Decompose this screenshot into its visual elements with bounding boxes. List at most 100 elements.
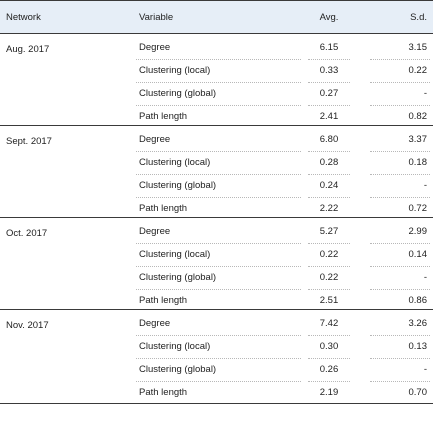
variable-cell: Clustering (global) xyxy=(139,88,217,99)
variable-cell: Path length xyxy=(139,387,188,398)
row-divider xyxy=(308,151,350,152)
variable-cell: Degree xyxy=(139,318,171,329)
variable-cell: Degree xyxy=(139,226,171,237)
variable-cell: Clustering (local) xyxy=(139,65,211,76)
header-avg: Avg. xyxy=(319,12,339,23)
sd-cell: - xyxy=(423,364,427,375)
table-group: Nov. 2017 Degree 7.42 3.26 Clustering (local… xyxy=(0,310,433,404)
table-group: Oct. 2017 Degree 5.27 2.99 Clustering (local… xyxy=(0,218,433,310)
variable-cell: Clustering (global) xyxy=(139,272,217,283)
row-divider xyxy=(308,59,350,60)
sd-cell: 0.72 xyxy=(408,203,428,214)
row-divider xyxy=(136,174,301,175)
avg-cell: 0.26 xyxy=(319,364,339,375)
avg-cell: 6.15 xyxy=(319,42,339,53)
table-row: Degree 7.42 3.26 xyxy=(0,313,433,336)
avg-cell: 0.22 xyxy=(319,249,339,260)
row-divider xyxy=(136,151,301,152)
row-divider xyxy=(308,335,350,336)
network-statistics-table: Network Variable Avg. S.d. Aug. 2017 Degr… xyxy=(0,0,433,404)
row-divider xyxy=(136,289,301,290)
network-label: Nov. 2017 xyxy=(6,320,49,331)
row-divider xyxy=(136,243,301,244)
row-divider xyxy=(370,151,430,152)
row-divider xyxy=(370,82,430,83)
sd-cell: 0.14 xyxy=(408,249,428,260)
variable-cell: Clustering (global) xyxy=(139,180,217,191)
row-divider xyxy=(370,243,430,244)
avg-cell: 0.30 xyxy=(319,341,339,352)
row-divider xyxy=(308,358,350,359)
table-row: Clustering (local) 0.22 0.14 xyxy=(0,244,433,267)
row-divider xyxy=(308,381,350,382)
network-label: Aug. 2017 xyxy=(6,44,50,55)
variable-cell: Clustering (local) xyxy=(139,249,211,260)
sd-cell: 0.82 xyxy=(408,111,428,122)
variable-cell: Clustering (local) xyxy=(139,341,211,352)
row-divider xyxy=(370,197,430,198)
avg-cell: 0.24 xyxy=(319,180,339,191)
table-row: Clustering (local) 0.28 0.18 xyxy=(0,152,433,175)
row-divider xyxy=(308,289,350,290)
row-divider xyxy=(308,105,350,106)
row-divider xyxy=(136,82,301,83)
table-row: Clustering (global) 0.24 - xyxy=(0,175,433,198)
sd-cell: 2.99 xyxy=(408,226,428,237)
row-divider xyxy=(136,335,301,336)
sd-cell: 0.86 xyxy=(408,295,428,306)
avg-cell: 2.22 xyxy=(319,203,339,214)
table-group: Sept. 2017 Degree 6.80 3.37 Clustering (loca… xyxy=(0,126,433,218)
row-divider xyxy=(136,266,301,267)
row-divider xyxy=(370,381,430,382)
row-divider xyxy=(308,197,350,198)
table-row: Clustering (global) 0.27 - xyxy=(0,83,433,106)
row-divider xyxy=(308,82,350,83)
row-divider xyxy=(370,59,430,60)
row-divider xyxy=(308,174,350,175)
variable-cell: Clustering (global) xyxy=(139,364,217,375)
row-divider xyxy=(136,59,301,60)
table-row: Path length 2.22 0.72 xyxy=(0,198,433,221)
table-row: Clustering (local) 0.33 0.22 xyxy=(0,60,433,83)
header-variable: Variable xyxy=(139,12,174,23)
table-row: Path length 2.19 0.70 xyxy=(0,382,433,405)
row-divider xyxy=(308,243,350,244)
header-network: Network xyxy=(6,12,41,23)
sd-cell: 0.13 xyxy=(408,341,428,352)
sd-cell: 3.26 xyxy=(408,318,428,329)
avg-cell: 0.27 xyxy=(319,88,339,99)
table-row: Degree 6.80 3.37 xyxy=(0,129,433,152)
table-row: Clustering (local) 0.30 0.13 xyxy=(0,336,433,359)
table-row: Clustering (global) 0.22 - xyxy=(0,267,433,290)
network-label: Oct. 2017 xyxy=(6,228,48,239)
sd-cell: - xyxy=(423,180,427,191)
row-divider xyxy=(370,105,430,106)
sd-cell: 0.18 xyxy=(408,157,428,168)
sd-cell: 3.15 xyxy=(408,42,428,53)
avg-cell: 2.51 xyxy=(319,295,339,306)
avg-cell: 5.27 xyxy=(319,226,339,237)
sd-cell: - xyxy=(423,88,427,99)
table-row: Degree 6.15 3.15 xyxy=(0,37,433,60)
row-divider xyxy=(370,358,430,359)
variable-cell: Path length xyxy=(139,111,188,122)
avg-cell: 6.80 xyxy=(319,134,339,145)
variable-cell: Degree xyxy=(139,42,171,53)
table-header: Network Variable Avg. S.d. xyxy=(0,0,433,34)
row-divider xyxy=(136,381,301,382)
sd-cell: 0.70 xyxy=(408,387,428,398)
table-row: Path length 2.41 0.82 xyxy=(0,106,433,129)
row-divider xyxy=(136,358,301,359)
row-divider xyxy=(308,266,350,267)
avg-cell: 0.28 xyxy=(319,157,339,168)
variable-cell: Degree xyxy=(139,134,171,145)
sd-cell: 0.22 xyxy=(408,65,428,76)
row-divider xyxy=(370,174,430,175)
avg-cell: 0.33 xyxy=(319,65,339,76)
avg-cell: 7.42 xyxy=(319,318,339,329)
row-divider xyxy=(136,197,301,198)
table-group: Aug. 2017 Degree 6.15 3.15 Clustering (local… xyxy=(0,34,433,126)
table-row: Degree 5.27 2.99 xyxy=(0,221,433,244)
table-body: Aug. 2017 Degree 6.15 3.15 Clustering (local… xyxy=(0,34,433,404)
variable-cell: Clustering (local) xyxy=(139,157,211,168)
